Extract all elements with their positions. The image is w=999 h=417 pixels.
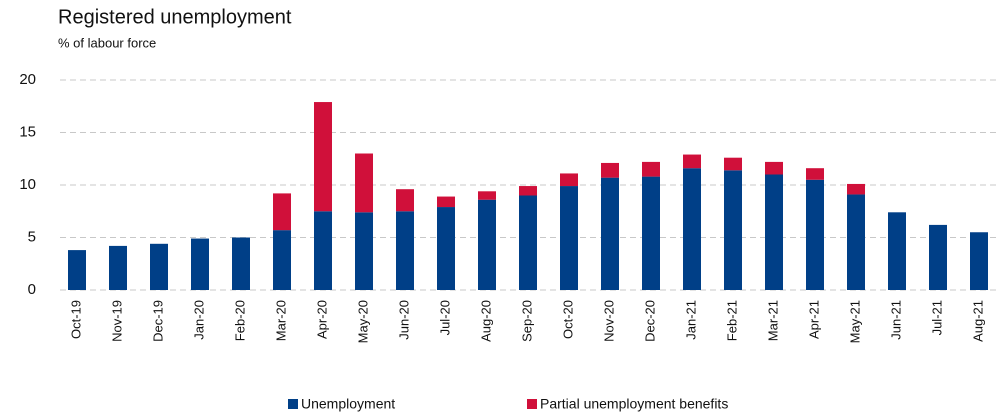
bar-segment [519,195,537,290]
bar-segment [970,232,988,290]
bar-segment [478,199,496,290]
bar-segment [765,161,783,175]
x-tick-label: May-21 [847,300,862,343]
bar-segment [847,194,865,290]
x-tick-label: Oct-19 [68,300,83,339]
bar-segment [150,243,168,290]
bar-segment [396,189,414,212]
x-tick-label: Jul-20 [437,300,452,335]
bar-segment [355,153,373,213]
x-tick-label: Jan-20 [191,300,206,340]
x-tick-label: Aug-21 [970,300,985,342]
bar-segment [314,211,332,290]
bar-segment [642,176,660,290]
bar-segment [806,168,824,180]
x-tick-label: Jun-21 [888,300,903,340]
x-tick-label: Mar-21 [765,300,780,341]
bar-segment [806,179,824,290]
bar-segment [724,157,742,171]
x-tick-label: Feb-21 [724,300,739,341]
x-tick-label: Dec-19 [150,300,165,342]
bar-segment [273,193,291,231]
bar-segment [355,212,373,290]
bar-segment [68,250,86,290]
legend-label: Partial unemployment benefits [540,396,728,412]
bar-segment [601,162,619,178]
y-tick-label: 0 [28,281,36,298]
x-tick-label: Jun-20 [396,300,411,340]
legend-swatch [527,399,537,409]
x-tick-label: Nov-19 [109,300,124,342]
bar-segment [724,170,742,290]
bar-segment [478,191,496,200]
y-tick-label: 10 [19,176,36,193]
x-tick-label: Nov-20 [601,300,616,342]
bar-segment [560,173,578,187]
bar-segment [437,207,455,290]
bar-segment [642,161,660,177]
bar-segment [109,245,127,290]
bar-segment [888,212,906,290]
bar-segment [314,102,332,212]
x-tick-label: Oct-20 [560,300,575,339]
x-tick-label: Aug-20 [478,300,493,342]
bar-segment [396,211,414,290]
bar-segment [683,154,701,169]
chart-subtitle: % of labour force [58,35,156,50]
x-tick-label: May-20 [355,300,370,343]
x-tick-label: Jan-21 [683,300,698,340]
x-tick-label: Feb-20 [232,300,247,341]
bar-segment [683,168,701,290]
bar-segment [929,224,947,290]
x-tick-label: Mar-20 [273,300,288,341]
y-tick-label: 20 [19,71,36,88]
bar-segment [232,237,250,290]
x-tick-label: Sep-20 [519,300,534,342]
x-tick-label: Dec-20 [642,300,657,342]
bar-segment [601,177,619,290]
bar-segment [191,238,209,290]
bar-segment [847,183,865,195]
legend-swatch [288,399,298,409]
chart-title: Registered unemployment [58,6,292,28]
legend-label: Unemployment [301,396,395,412]
bar-segment [765,174,783,290]
bar-segment [273,230,291,290]
y-tick-label: 15 [19,123,36,140]
bar-segment [437,196,455,208]
y-tick-label: 5 [28,228,36,245]
x-tick-label: Jul-21 [929,300,944,335]
bar-segment [519,186,537,196]
bar-segment [560,186,578,290]
x-tick-label: Apr-20 [314,300,329,339]
x-tick-label: Apr-21 [806,300,821,339]
